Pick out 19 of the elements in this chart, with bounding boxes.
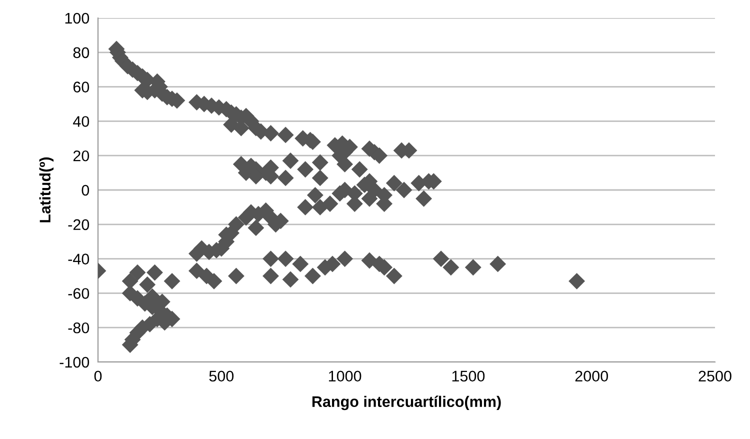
- x-tick-label: 2500: [698, 370, 732, 382]
- y-tick-label: 40: [73, 116, 90, 127]
- x-tick-label: 1500: [452, 370, 485, 382]
- x-tick-label: 500: [209, 370, 234, 382]
- x-tick-label: 0: [94, 370, 102, 382]
- y-tick-label: 100: [65, 12, 90, 24]
- y-tick-label: 0: [82, 184, 90, 196]
- y-tick-label: -100: [60, 356, 90, 368]
- y-axis-title: Latitud(º): [39, 157, 54, 222]
- x-tick-label: 1000: [328, 370, 362, 382]
- y-tick-label: 60: [73, 82, 90, 92]
- y-tick-label: -80: [68, 322, 90, 334]
- y-tick-label: 80: [73, 47, 90, 58]
- x-axis-title: Rango intercuartílico(mm): [312, 396, 501, 410]
- x-tick-label: 2000: [575, 370, 608, 382]
- y-tick-label: -20: [68, 219, 90, 230]
- y-tick-label: 20: [73, 150, 90, 162]
- y-tick-label: -60: [68, 288, 90, 299]
- y-tick-label: -40: [68, 254, 90, 264]
